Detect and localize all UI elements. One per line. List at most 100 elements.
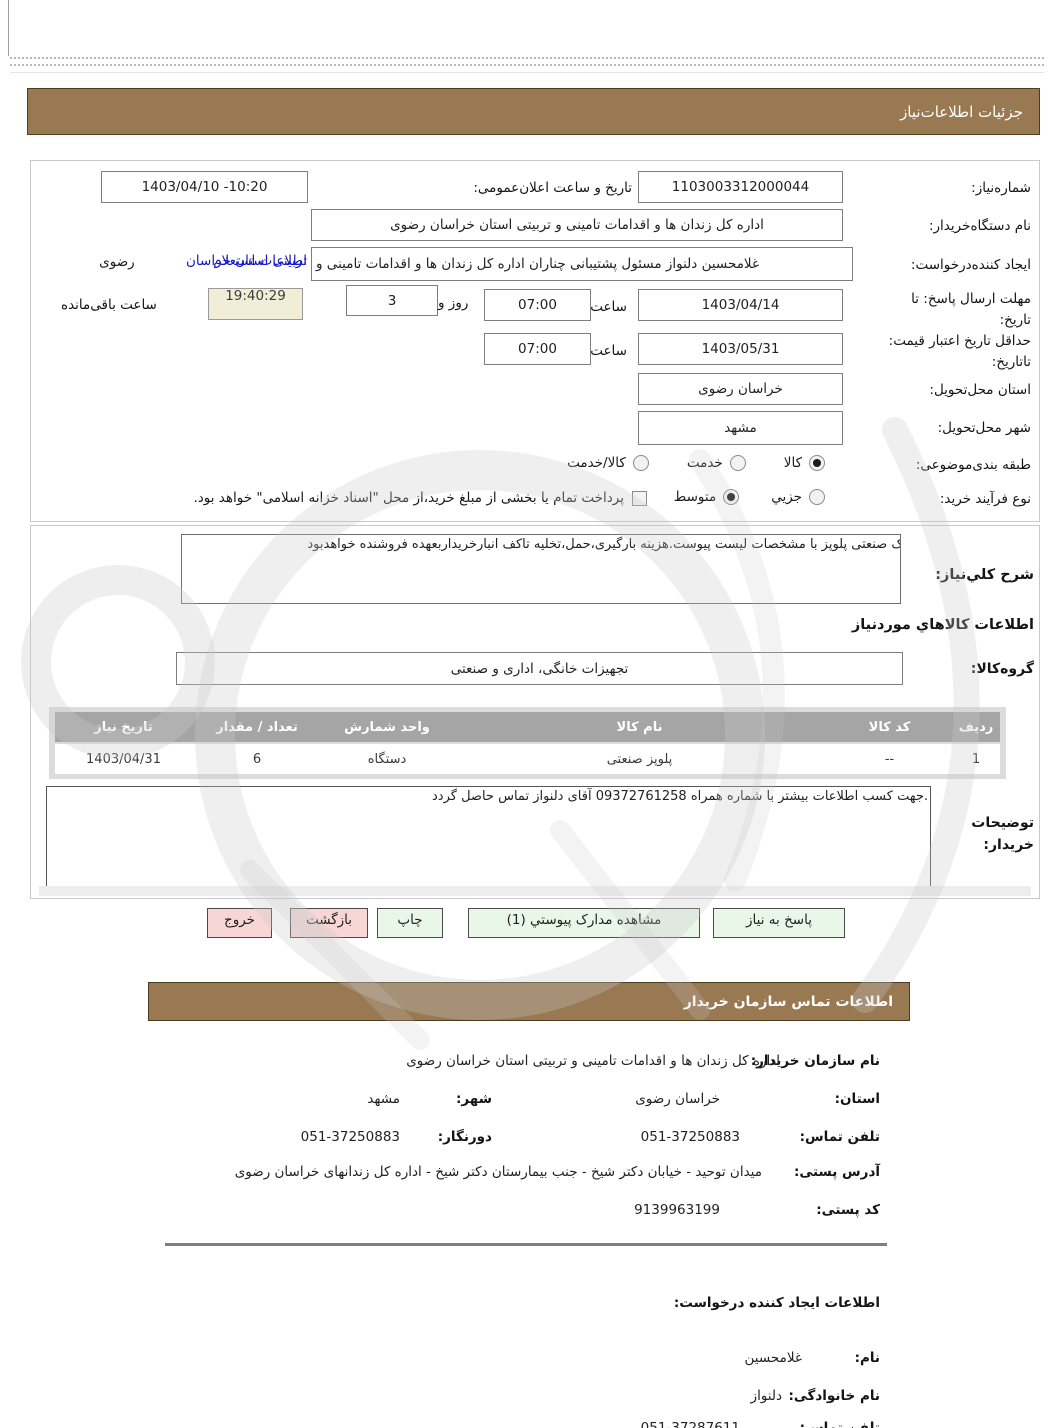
cell-item-name: پلوپز صنعتی <box>606 751 673 767</box>
announce-datetime-field[interactable]: 1403/04/10 -10:20 <box>101 171 308 203</box>
goods-group-value: تجهیزات خانگی، اداری و صنعتی <box>450 660 629 677</box>
buyer-notes-text: .جهت کسب اطلاعات بیشتر با شماره همراه 09… <box>432 789 928 804</box>
contact-fax-value: 051-37250883 <box>300 1129 400 1145</box>
checkbox-icon[interactable] <box>632 490 647 506</box>
col-header-need-date: تاریخ نیاز <box>94 719 153 735</box>
contact-info-link[interactable]: اطلاعات استعلام تربیتی استان خراسان <box>186 253 307 269</box>
top-left-rule <box>8 0 9 56</box>
postal-address-value: میدان توحید - خیابان دکتر شیخ - جنب بیما… <box>234 1164 762 1180</box>
radio-icon[interactable] <box>729 455 746 471</box>
remaining-days-field[interactable]: 3 <box>346 285 438 316</box>
page-title: جزئیات اطلاعات‌نیاز <box>900 102 1023 121</box>
goods-group-field[interactable]: تجهیزات خانگی، اداری و صنعتی <box>176 652 903 685</box>
remaining-hours-label: ساعت باقی‌مانده <box>61 297 157 313</box>
delivery-city-field[interactable]: مشهد <box>638 411 843 445</box>
validity-hour-label: ساعت <box>590 343 627 359</box>
creator-suffix: رضوی <box>99 254 135 270</box>
col-header-row-number: ردیف <box>958 719 994 735</box>
reply-deadline-label: مهلت ارسال پاسخ: تا تاریخ: <box>911 291 1031 328</box>
process-type-options: جزیي متوسط <box>674 489 825 505</box>
top-dotted-rule <box>10 57 1044 59</box>
need-description-textarea[interactable]: ک صنعتی پلوپز با مشخصات لیست پیوست.هزینه… <box>181 534 901 604</box>
price-validity-label: حداقل تاریخ اعتبار قیمت: تاتاریخ: <box>888 333 1031 370</box>
top-hairline <box>10 72 1044 73</box>
radio-icon[interactable] <box>809 489 825 505</box>
classification-option-service[interactable]: خدمت <box>687 455 746 471</box>
need-info-panel: شماره‌نیاز: 1103003312000044 تاریخ و ساع… <box>30 160 1040 522</box>
delivery-province-field[interactable]: خراسان رضوی <box>638 373 843 405</box>
col-header-item-name: نام کالا <box>616 719 663 735</box>
creator-phone-label: تلفن تماس: <box>799 1420 880 1428</box>
buyer-device-field[interactable]: اداره کل زندان ها و اقدامات تامینی و ترب… <box>311 209 843 241</box>
cell-need-date: 1403/04/31 <box>86 751 161 767</box>
back-button[interactable]: بازگشت <box>290 908 368 938</box>
price-validity-time-field[interactable]: 07:00 <box>484 333 591 365</box>
classification-option-goods[interactable]: کالا <box>784 455 825 471</box>
col-header-quantity: تعداد / مقدار <box>216 719 298 735</box>
radio-icon[interactable] <box>632 455 649 471</box>
top-dotted-rule <box>10 64 1044 66</box>
panel-scroll-strip <box>39 886 1031 896</box>
cell-quantity: 6 <box>252 751 262 767</box>
buyer-device-value: اداره کل زندان ها و اقدامات تامینی و ترب… <box>390 217 764 233</box>
need-description-text: ک صنعتی پلوپز با مشخصات لیست پیوست.هزینه… <box>307 537 901 552</box>
contact-province-value: خراسان رضوی <box>635 1091 720 1107</box>
reply-to-need-button[interactable]: پاسخ به نیاز <box>713 908 845 938</box>
need-number-field[interactable]: 1103003312000044 <box>638 171 843 203</box>
treasury-docs-option[interactable]: پرداخت تمام یا بخشی از مبلغ خرید،از محل … <box>193 490 647 506</box>
goods-section-title: اطلاعات کالاهاي موردنیاز <box>851 617 1034 633</box>
org-name-label: نام سازمان خریدار: <box>750 1053 880 1069</box>
countdown-timer: 19:40:29 <box>208 288 303 320</box>
classification-label: طبقه بندی‌موضوعی: <box>915 457 1031 473</box>
view-attachments-button[interactable]: مشاهده مدارک پیوستي (1) <box>468 908 700 938</box>
goods-table-header-row: ردیف کد کالا نام کالا واحد شمارش تعداد /… <box>55 712 1000 742</box>
cell-unit: دستگاه <box>367 751 407 767</box>
creator-phone-value: 051-37287611 <box>640 1420 740 1428</box>
deadline-hour-label: ساعت <box>590 299 627 315</box>
reply-deadline-date-field[interactable]: 1403/04/14 <box>638 289 843 321</box>
request-creator-field[interactable]: غلامحسین دلنواز مسئول پشتیبانی چناران اد… <box>311 247 853 281</box>
goods-table: ردیف کد کالا نام کالا واحد شمارش تعداد /… <box>49 707 1006 779</box>
buyer-notes-label: توضیحات خریدار: <box>971 815 1034 853</box>
contact-province-label: استان: <box>834 1091 880 1107</box>
announce-datetime-label: تاریخ و ساعت اعلان‌عمومی: <box>473 180 632 196</box>
last-name-value: دلنواز <box>750 1388 782 1404</box>
need-number-label: شماره‌نیاز: <box>971 180 1031 196</box>
col-header-unit: واحد شمارش <box>344 719 430 735</box>
cell-row-number: 1 <box>971 751 981 767</box>
goods-group-label: گروه‌کالا: <box>970 661 1034 677</box>
exit-button[interactable]: خروج <box>207 908 272 938</box>
col-header-item-code: کد کالا <box>868 719 911 735</box>
postal-code-value: 9139963199 <box>634 1202 720 1218</box>
first-name-value: غلامحسین <box>744 1350 802 1366</box>
creator-overflow-text: اطلاعات استعلام تربیتی استان خراسان رضوی <box>59 253 307 271</box>
need-description-label: شرح کلي‌نیاز: <box>935 567 1034 583</box>
contact-phone-value: 051-37250883 <box>640 1129 740 1145</box>
days-unit-label: روز و <box>438 295 469 311</box>
reply-deadline-time-field[interactable]: 07:00 <box>484 289 591 321</box>
section-bar-need-details: جزئیات اطلاعات‌نیاز <box>27 88 1040 135</box>
need-number-value: 1103003312000044 <box>671 179 810 195</box>
delivery-city-label: شهر محل‌تحویل: <box>937 420 1031 436</box>
contact-city-label: شهر: <box>456 1091 492 1107</box>
price-validity-date-field[interactable]: 1403/05/31 <box>638 333 843 365</box>
contact-city-value: مشهد <box>367 1091 400 1107</box>
postal-code-label: کد پستی: <box>816 1202 880 1218</box>
buyer-notes-textarea[interactable]: .جهت کسب اطلاعات بیشتر با شماره همراه 09… <box>46 786 931 889</box>
creator-info-title: اطلاعات ایجاد کننده درخواست: <box>673 1295 880 1311</box>
contact-fax-label: دورنگار: <box>437 1129 492 1145</box>
last-name-label: نام خانوادگی: <box>788 1388 880 1404</box>
print-button[interactable]: چاپ <box>377 908 443 938</box>
cell-item-code: -- <box>884 751 895 767</box>
buyer-device-label: نام دستگاه‌خریدار: <box>928 218 1031 234</box>
section-divider <box>165 1243 887 1246</box>
radio-selected-icon[interactable] <box>723 489 740 505</box>
goods-table-row[interactable]: 1 -- پلوپز صنعتی دستگاه 6 1403/04/31 <box>55 744 1000 774</box>
org-name-value: اداره کل زندان ها و اقدامات تامینی و ترب… <box>406 1053 780 1069</box>
classification-option-goods-service[interactable]: کالا/خدمت <box>567 455 649 471</box>
announce-datetime-value: 1403/04/10 -10:20 <box>141 179 268 195</box>
process-option-medium[interactable]: متوسط <box>674 489 740 505</box>
request-creator-label: ایجاد کننده‌درخواست: <box>910 257 1031 273</box>
process-option-partial[interactable]: جزیي <box>771 489 825 505</box>
radio-selected-icon[interactable] <box>809 455 825 471</box>
